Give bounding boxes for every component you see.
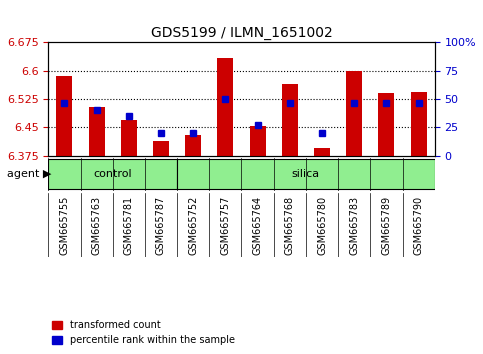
Bar bbox=[411, 92, 426, 156]
Bar bbox=[378, 93, 395, 156]
Text: GSM665764: GSM665764 bbox=[253, 196, 263, 255]
Text: agent ▶: agent ▶ bbox=[7, 169, 52, 179]
Bar bbox=[346, 71, 362, 156]
Bar bbox=[314, 148, 330, 156]
Text: GSM665763: GSM665763 bbox=[92, 196, 101, 255]
Bar bbox=[217, 58, 233, 156]
Text: GSM665781: GSM665781 bbox=[124, 196, 134, 255]
Text: control: control bbox=[93, 169, 132, 179]
Text: GSM665783: GSM665783 bbox=[349, 196, 359, 255]
Legend: transformed count, percentile rank within the sample: transformed count, percentile rank withi… bbox=[48, 316, 239, 349]
Text: GSM665755: GSM665755 bbox=[59, 196, 70, 256]
Bar bbox=[185, 135, 201, 156]
Text: GSM665757: GSM665757 bbox=[220, 196, 230, 256]
Bar bbox=[48, 159, 177, 189]
Bar bbox=[57, 76, 72, 156]
Bar bbox=[88, 107, 105, 156]
Text: GSM665780: GSM665780 bbox=[317, 196, 327, 255]
Bar bbox=[121, 120, 137, 156]
Text: GSM665768: GSM665768 bbox=[285, 196, 295, 255]
Text: silica: silica bbox=[292, 169, 320, 179]
Bar bbox=[153, 141, 169, 156]
Title: GDS5199 / ILMN_1651002: GDS5199 / ILMN_1651002 bbox=[151, 26, 332, 40]
Bar bbox=[282, 84, 298, 156]
Bar bbox=[177, 159, 435, 189]
Text: GSM665789: GSM665789 bbox=[382, 196, 391, 255]
Bar bbox=[250, 126, 266, 156]
Text: GSM665752: GSM665752 bbox=[188, 196, 198, 256]
Text: GSM665790: GSM665790 bbox=[413, 196, 424, 255]
Text: GSM665787: GSM665787 bbox=[156, 196, 166, 255]
